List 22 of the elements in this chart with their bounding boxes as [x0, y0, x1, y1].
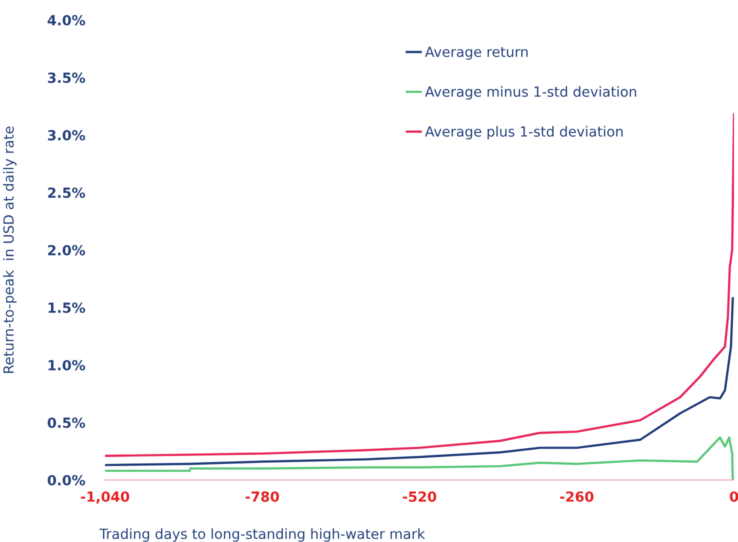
y-tick-label: 2.0% — [48, 244, 86, 256]
y-tick-label: 0.0% — [48, 474, 86, 486]
y-tick-label: 0.5% — [48, 417, 86, 428]
x-axis-title: Trading days to long-standing high-water mark — [99, 528, 426, 542]
y-tick-label: 3.5% — [48, 72, 86, 83]
legend-label: Average minus 1-std deviation — [425, 86, 636, 100]
legend-label: Average return — [425, 46, 528, 60]
x-tick-label: -1,040 — [80, 491, 130, 504]
x-tick-label: -260 — [560, 491, 594, 502]
legend-label: Average plus 1-std deviation — [425, 126, 623, 140]
line-series — [105, 297, 734, 466]
x-tick-label: 0 — [730, 491, 738, 502]
y-tick-label: 1.5% — [48, 302, 86, 313]
line-series — [105, 436, 734, 480]
y-axis-title: Return-to-peak in USD at daily rate — [3, 126, 16, 373]
x-tick-label: -780 — [246, 491, 279, 502]
x-tick-label: -520 — [402, 491, 436, 502]
y-tick-label: 2.5% — [48, 187, 86, 198]
y-tick-label: 3.0% — [48, 130, 86, 140]
line-series — [105, 113, 734, 457]
y-tick-label: 4.0% — [48, 14, 86, 26]
y-tick-label: 1.0% — [48, 360, 86, 370]
